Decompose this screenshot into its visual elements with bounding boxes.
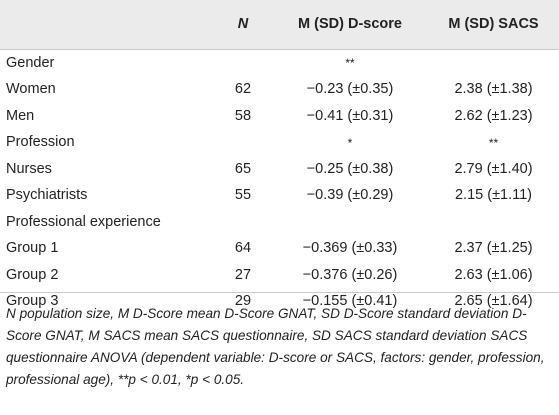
row-label: Men	[6, 107, 35, 124]
cell-d-score: −0.23 (±0.35)	[306, 81, 394, 98]
header-n: N	[237, 15, 249, 32]
cell-sacs	[428, 50, 559, 77]
table-row: Men 58 −0.41 (±0.31) 2.62 (±1.23)	[0, 103, 559, 130]
header-row-label	[0, 0, 214, 50]
cell-n: 55	[234, 187, 252, 204]
table-body: Gender ** Women 62 −0.23 (±0.35) 2.38 (±…	[0, 50, 559, 316]
cell-sacs: 2.37 (±1.25)	[454, 240, 533, 257]
cell-d-score	[272, 209, 428, 236]
results-table-container: N M (SD) D-score M (SD) SACS Gender ** W…	[0, 0, 559, 316]
cell-n: 58	[234, 107, 252, 124]
cell-d-score: −0.376 (±0.26)	[302, 266, 398, 283]
table-header-row: N M (SD) D-score M (SD) SACS	[0, 0, 559, 50]
cell-n: 62	[234, 81, 252, 98]
row-label: Gender	[6, 54, 55, 71]
cell-n	[214, 130, 272, 157]
table-row: Women 62 −0.23 (±0.35) 2.38 (±1.38)	[0, 77, 559, 104]
cell-n: 64	[234, 240, 252, 257]
table-row: Profession * **	[0, 130, 559, 157]
cell-d-score: −0.41 (±0.31)	[306, 107, 394, 124]
table-row: Group 3 29 −0.155 (±0.41) 2.65 (±1.64)	[0, 289, 559, 316]
row-label: Group 1	[6, 240, 59, 257]
cell-sacs: 2.62 (±1.23)	[454, 107, 533, 124]
row-label: Professional experience	[6, 213, 161, 230]
cell-n: 27	[234, 266, 252, 283]
cell-sacs: 2.65 (±1.64)	[454, 293, 533, 310]
table-row: Gender **	[0, 50, 559, 77]
table-bottom-rule	[0, 292, 559, 293]
cell-n	[214, 50, 272, 77]
cell-d-score: −0.369 (±0.33)	[302, 240, 398, 257]
results-table: N M (SD) D-score M (SD) SACS Gender ** W…	[0, 0, 559, 316]
cell-n	[214, 209, 272, 236]
cell-sacs: 2.15 (±1.11)	[454, 187, 532, 204]
header-d-score: M (SD) D-score	[298, 15, 402, 32]
cell-sacs: **	[488, 135, 499, 150]
row-label: Group 3	[6, 293, 59, 310]
cell-sacs: 2.79 (±1.40)	[454, 160, 533, 177]
cell-sacs	[428, 209, 559, 236]
cell-sacs: 2.38 (±1.38)	[454, 81, 533, 98]
table-row: Psychiatrists 55 −0.39 (±0.29) 2.15 (±1.…	[0, 183, 559, 210]
header-sacs: M (SD) SACS	[448, 15, 539, 32]
table-header: N M (SD) D-score M (SD) SACS	[0, 0, 559, 50]
table-row: Group 1 64 −0.369 (±0.33) 2.37 (±1.25)	[0, 236, 559, 263]
cell-n: 29	[234, 293, 252, 310]
row-label: Nurses	[6, 160, 52, 177]
cell-sacs: 2.63 (±1.06)	[454, 266, 533, 283]
row-label: Women	[6, 81, 56, 98]
table-row: Nurses 65 −0.25 (±0.38) 2.79 (±1.40)	[0, 156, 559, 183]
row-label: Psychiatrists	[6, 187, 88, 204]
table-footnote: N population size, M D-Score mean D-Scor…	[6, 306, 545, 387]
row-label: Group 2	[6, 266, 59, 283]
table-row: Professional experience	[0, 209, 559, 236]
row-label: Profession	[6, 134, 75, 151]
cell-d-score: *	[347, 135, 353, 150]
cell-n: 65	[234, 160, 252, 177]
table-header-background	[0, 0, 559, 49]
cell-d-score: **	[345, 56, 355, 71]
cell-d-score: −0.155 (±0.41)	[302, 293, 398, 310]
cell-d-score: −0.25 (±0.38)	[306, 160, 394, 177]
cell-d-score: −0.39 (±0.29)	[306, 187, 394, 204]
table-row: Group 2 27 −0.376 (±0.26) 2.63 (±1.06)	[0, 262, 559, 289]
